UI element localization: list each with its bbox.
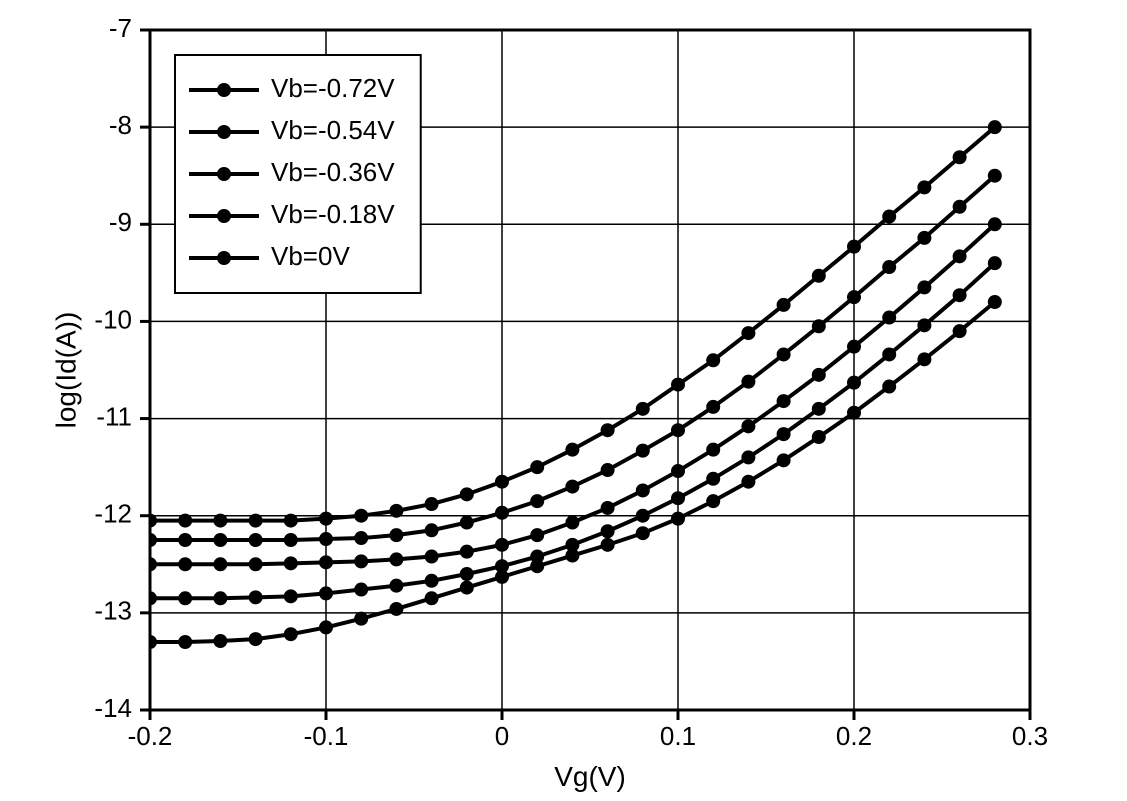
x-tick-label: 0.1 bbox=[660, 721, 696, 751]
y-tick-label: -7 bbox=[109, 13, 132, 43]
legend-label: Vb=-0.54V bbox=[271, 115, 395, 145]
x-axis-label: Vg(V) bbox=[554, 761, 626, 792]
legend-label: Vb=-0.18V bbox=[271, 199, 395, 229]
legend: Vb=-0.72V Vb=-0.54V Vb=-0.36V Vb=-0.18V Vb=0… bbox=[175, 55, 421, 293]
x-tick-label: 0.3 bbox=[1012, 721, 1048, 751]
y-tick-label: -11 bbox=[96, 401, 132, 431]
y-axis-label: log(Id(A)) bbox=[50, 312, 81, 429]
y-tick-label: -14 bbox=[94, 693, 132, 723]
y-tick-label: -12 bbox=[94, 499, 132, 529]
x-tick-label: -0.1 bbox=[304, 721, 349, 751]
x-tick-label: 0.2 bbox=[836, 721, 872, 751]
y-tick-label: -8 bbox=[109, 110, 132, 140]
line-chart: -0.2 -0.1 0 0.1 0.2 0.3 -14 -13 -12 -11 -10 -9 -8 -7 V… bbox=[0, 0, 1127, 801]
legend-label: Vb=0V bbox=[271, 241, 350, 271]
legend-label: Vb=-0.36V bbox=[271, 157, 395, 187]
x-tick-label: -0.2 bbox=[128, 721, 173, 751]
legend-label: Vb=-0.72V bbox=[271, 73, 395, 103]
x-tick-label: 0 bbox=[495, 721, 509, 751]
chart-container: -0.2 -0.1 0 0.1 0.2 0.3 -14 -13 -12 -11 -10 -9 -8 -7 V… bbox=[0, 0, 1127, 801]
y-tick-label: -9 bbox=[109, 207, 132, 237]
y-tick-label: -10 bbox=[94, 304, 132, 334]
y-tick-label: -13 bbox=[94, 596, 132, 626]
